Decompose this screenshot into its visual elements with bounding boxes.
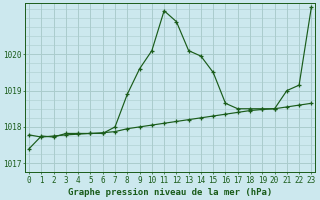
X-axis label: Graphe pression niveau de la mer (hPa): Graphe pression niveau de la mer (hPa): [68, 188, 272, 197]
